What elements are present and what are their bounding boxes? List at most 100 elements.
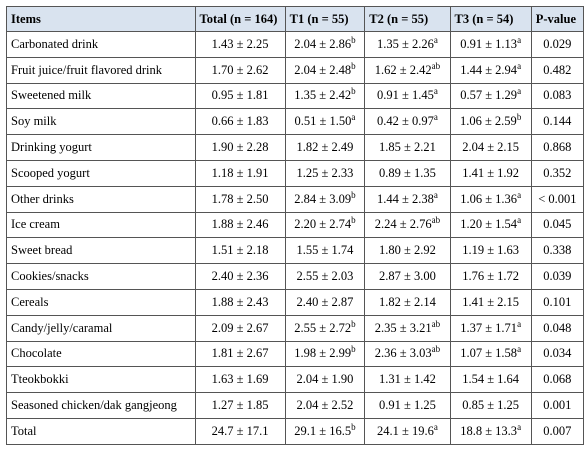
table-row: Tteokbokki 1.63 ± 1.69 2.04 ± 1.90 1.31 ± 1… xyxy=(6,366,584,394)
cell-p-value: 0.034 xyxy=(530,340,584,368)
cell-total-value: 1.81 ± 2.67 xyxy=(211,346,269,361)
cell-item-value: Tteokbokki xyxy=(11,372,69,387)
cell-t2: 1.44 ± 2.38a xyxy=(364,185,451,213)
cell-p-value: 0.068 xyxy=(530,366,584,394)
header-p-value: P-value xyxy=(530,6,584,32)
header-t3: T3 (n = 54) xyxy=(449,6,532,32)
cell-t2-value: 0.91 ± 1.45 xyxy=(376,88,434,103)
cell-t2-value: 2.24 ± 2.76 xyxy=(374,217,432,232)
cell-p-value: 0.083 xyxy=(530,82,584,110)
cell-t1-superscript: b xyxy=(351,215,356,226)
cell-t2: 2.87 ± 3.00 xyxy=(364,263,451,290)
cell-t2: 1.82 ± 2.14 xyxy=(364,288,451,316)
cell-t2-value: 0.91 ± 1.25 xyxy=(378,398,436,413)
cell-item-value: Drinking yogurt xyxy=(11,140,92,155)
cell-t1-value: 2.04 ± 2.52 xyxy=(296,398,354,413)
cell-t1: 1.82 ± 2.49 xyxy=(284,134,366,161)
table-row: Cookies/snacks 2.40 ± 2.36 2.55 ± 2.03 2.87… xyxy=(6,263,584,290)
cell-t2-superscript: ab xyxy=(431,318,441,329)
cell-total: 1.27 ± 1.85 xyxy=(194,392,286,419)
cell-p-value-value: < 0.001 xyxy=(538,191,577,206)
cell-t2-value: 2.36 ± 3.03 xyxy=(374,346,432,361)
cell-t3: 0.85 ± 1.25 xyxy=(449,392,532,419)
cell-total: 2.09 ± 2.67 xyxy=(194,314,286,342)
cell-item: Sweet bread xyxy=(6,237,196,265)
cell-t1-value: 1.98 ± 2.99 xyxy=(294,346,352,361)
cell-t3: 1.41 ± 1.92 xyxy=(449,159,532,187)
cell-t1: 29.1 ± 16.5b xyxy=(284,417,366,445)
cell-p-value-value: 0.482 xyxy=(543,62,572,77)
cell-t2: 1.31 ± 1.42 xyxy=(364,366,451,394)
cell-p-value: 0.144 xyxy=(530,108,584,136)
cell-item-value: Total xyxy=(11,423,37,438)
cell-p-value: 0.048 xyxy=(530,314,584,342)
cell-total: 1.88 ± 2.43 xyxy=(194,288,286,316)
cell-item: Seasoned chicken/dak gangjeong xyxy=(6,392,196,419)
cell-total-value: 1.18 ± 1.91 xyxy=(211,165,269,180)
cell-item-value: Chocolate xyxy=(11,346,62,361)
cell-t2-value: 1.44 ± 2.38 xyxy=(376,191,434,206)
cell-total-value: 0.95 ± 1.81 xyxy=(211,88,269,103)
cell-total-value: 2.40 ± 2.36 xyxy=(211,269,269,284)
cell-t3-value: 1.07 ± 1.58 xyxy=(460,346,518,361)
cell-t2: 1.80 ± 2.92 xyxy=(364,237,451,265)
cell-total-value: 1.90 ± 2.28 xyxy=(211,140,269,155)
cell-total: 1.43 ± 2.25 xyxy=(194,31,286,58)
header-items: Items xyxy=(6,6,196,32)
cell-t3-value: 1.41 ± 2.15 xyxy=(462,294,520,309)
cell-t3-value: 1.41 ± 1.92 xyxy=(462,165,520,180)
cell-t3-value: 1.20 ± 1.54 xyxy=(460,217,518,232)
cell-total: 1.63 ± 1.69 xyxy=(194,366,286,394)
cell-t3-value: 0.57 ± 1.29 xyxy=(460,88,518,103)
cell-t3-value: 1.37 ± 1.71 xyxy=(460,320,518,335)
cell-total-value: 1.88 ± 2.43 xyxy=(211,294,269,309)
cell-item: Tteokbokki xyxy=(6,366,196,394)
cell-t2: 0.42 ± 0.97a xyxy=(364,108,451,136)
cell-total: 1.90 ± 2.28 xyxy=(194,134,286,161)
cell-t3: 1.19 ± 1.63 xyxy=(449,237,532,265)
cell-t2-superscript: a xyxy=(433,34,438,45)
cell-total: 1.18 ± 1.91 xyxy=(194,159,286,187)
cell-t3: 1.07 ± 1.58a xyxy=(449,340,532,368)
table-body: Carbonated drink 1.43 ± 2.25 2.04 ± 2.86b 1… xyxy=(6,31,584,445)
cell-t3-value: 1.54 ± 1.64 xyxy=(462,372,520,387)
cell-t2: 0.91 ± 1.25 xyxy=(364,392,451,419)
cell-total-value: 24.7 ± 17.1 xyxy=(211,423,269,438)
cell-t3-value: 18.8 ± 13.3 xyxy=(460,423,518,438)
cell-item: Ice cream xyxy=(6,211,196,239)
cell-t3-superscript: a xyxy=(517,60,522,71)
cell-t3: 0.91 ± 1.13a xyxy=(449,31,532,58)
table-row: Seasoned chicken/dak gangjeong 1.27 ± 1.8… xyxy=(6,392,584,419)
cell-item: Drinking yogurt xyxy=(6,134,196,161)
cell-p-value: 0.352 xyxy=(530,159,584,187)
cell-item-value: Sweet bread xyxy=(11,243,73,258)
cell-t3: 0.57 ± 1.29a xyxy=(449,82,532,110)
cell-t3-superscript: a xyxy=(517,344,522,355)
cell-t3: 18.8 ± 13.3a xyxy=(449,417,532,445)
cell-t1-value: 2.20 ± 2.74 xyxy=(294,217,352,232)
cell-total-value: 1.78 ± 2.50 xyxy=(211,191,269,206)
cell-total: 2.40 ± 2.36 xyxy=(194,263,286,290)
cell-t1: 2.55 ± 2.03 xyxy=(284,263,366,290)
table-row: Drinking yogurt 1.90 ± 2.28 1.82 ± 2.49 1.8… xyxy=(6,134,584,161)
cell-t3-superscript: a xyxy=(517,189,522,200)
cell-item: Cereals xyxy=(6,288,196,316)
cell-t3-value: 1.19 ± 1.63 xyxy=(462,243,520,258)
cell-item: Scooped yogurt xyxy=(6,159,196,187)
cell-t1-value: 2.40 ± 2.87 xyxy=(296,294,354,309)
cell-item-value: Sweetened milk xyxy=(11,88,92,103)
cell-p-value-value: 0.034 xyxy=(543,346,572,361)
cell-total: 1.70 ± 2.62 xyxy=(194,56,286,84)
cell-p-value-value: 0.001 xyxy=(543,398,572,413)
cell-t3-value: 1.76 ± 1.72 xyxy=(462,269,520,284)
cell-t3: 1.44 ± 2.94a xyxy=(449,56,532,84)
cell-item-value: Soy milk xyxy=(11,114,57,129)
cell-item-value: Candy/jelly/caramal xyxy=(11,320,113,335)
cell-t1-superscript: b xyxy=(351,60,356,71)
cell-item: Sweetened milk xyxy=(6,82,196,110)
cell-t2-superscript: a xyxy=(433,86,438,97)
cell-t3-value: 2.04 ± 2.15 xyxy=(462,140,520,155)
cell-total-value: 1.51 ± 2.18 xyxy=(211,243,269,258)
cell-item-value: Scooped yogurt xyxy=(11,165,90,180)
cell-item-value: Fruit juice/fruit flavored drink xyxy=(11,62,163,77)
